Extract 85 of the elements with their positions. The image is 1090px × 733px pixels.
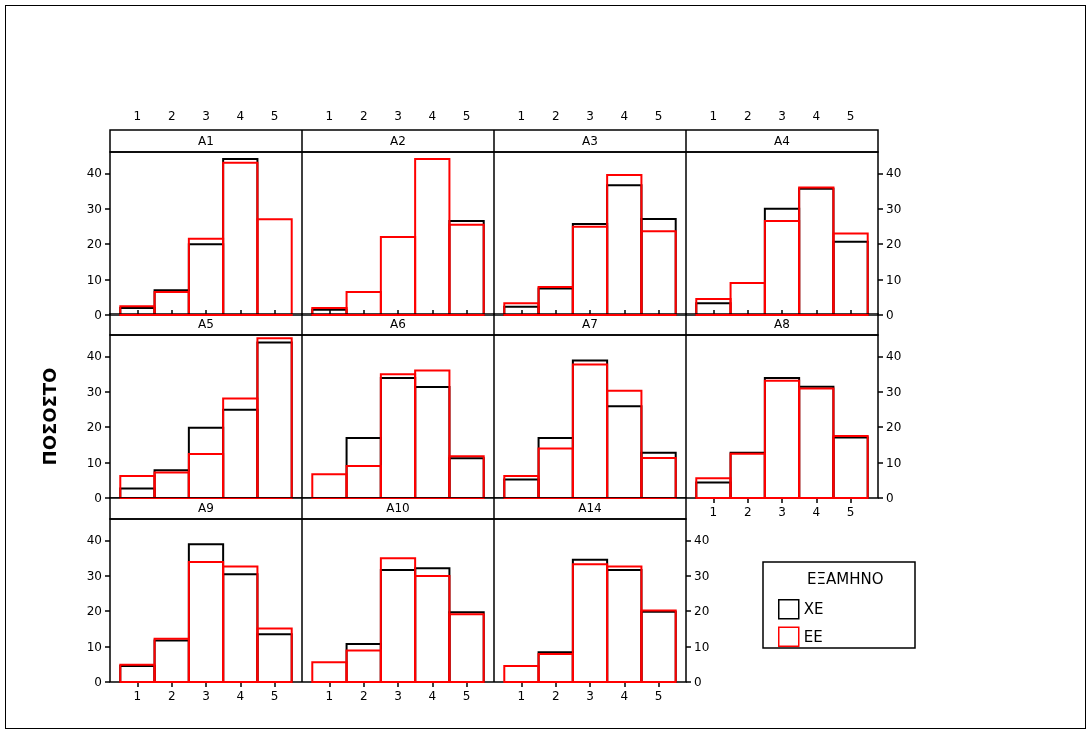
chart-title: A6 [390,317,406,331]
x-tick-label: 3 [778,505,786,519]
chart-title: A14 [578,501,602,515]
y-tick-label: 20 [86,237,102,252]
chart-title: A8 [774,317,790,331]
x-tick-label: 5 [270,689,279,703]
x-tick-label: 1 [325,109,334,123]
y-tick-label: 30 [886,384,902,399]
y-tick-label: 20 [86,604,102,619]
x-tick-label: 2 [167,109,176,123]
x-tick-label: 2 [167,689,176,703]
x-tick-label: 2 [551,689,560,703]
y-tick-label: 40 [886,166,902,181]
x-tick-label: 5 [462,689,471,703]
x-tick-label: 4 [620,689,629,703]
legend-title: ΕΞΑΜΗΝΟ [807,570,884,588]
x-tick-label: 5 [462,109,471,123]
x-tick-label: 5 [846,505,855,519]
x-tick-label: 2 [359,109,368,123]
x-tick-label: 3 [394,689,402,703]
y-tick-label: 40 [886,349,902,364]
y-tick-label: 40 [86,166,102,181]
y-tick-label: 0 [94,675,102,689]
y-tick-label: 10 [86,455,102,470]
y-tick-label: 40 [86,349,102,364]
y-tick-label: 30 [694,568,710,583]
x-tick-label: 5 [846,109,855,123]
y-tick-label: 10 [886,455,902,470]
y-tick-label: 40 [694,533,710,548]
y-tick-label: 10 [694,639,710,654]
x-tick-label: 4 [236,689,245,703]
y-tick-label: 10 [886,272,902,287]
x-tick-label: 1 [709,505,718,519]
x-tick-label: 2 [359,689,368,703]
y-tick-label: 0 [886,491,894,505]
x-tick-label: 1 [517,689,526,703]
y-tick-label: 30 [86,568,102,583]
x-tick-label: 4 [812,109,821,123]
y-tick-label: 10 [86,272,102,287]
legend-label: EE [803,627,823,646]
chart-title: A1 [198,134,214,148]
x-tick-label: 4 [428,689,437,703]
x-tick-label: 2 [743,109,752,123]
x-tick-label: 4 [236,109,245,123]
x-tick-label: 4 [428,109,437,123]
x-tick-label: 3 [586,109,594,123]
x-tick-label: 1 [517,109,526,123]
y-tick-label: 20 [694,604,710,619]
y-tick-label: 20 [886,237,902,252]
y-tick-label: 0 [694,675,702,689]
x-tick-label: 4 [812,505,821,519]
y-tick-label: 30 [86,384,102,399]
y-tick-label: 10 [86,639,102,654]
x-tick-label: 3 [778,109,786,123]
x-tick-label: 3 [586,689,594,703]
chart-title: A10 [386,501,410,515]
y-tick-label: 0 [94,308,102,322]
x-tick-label: 2 [551,109,560,123]
y-tick-label: 20 [886,420,902,435]
chart-title: A9 [198,501,214,515]
x-tick-label: 1 [133,689,142,703]
chart-title: A4 [774,134,790,148]
x-tick-label: 3 [202,689,210,703]
x-tick-label: 1 [133,109,142,123]
chart-title: A7 [582,317,598,331]
y-tick-label: 20 [86,420,102,435]
y-tick-label: 30 [886,201,902,216]
x-tick-label: 5 [654,109,663,123]
x-tick-label: 3 [202,109,210,123]
x-tick-label: 5 [654,689,663,703]
x-tick-label: 1 [325,689,334,703]
x-tick-label: 3 [394,109,402,123]
x-tick-label: 1 [709,109,718,123]
y-tick-label: 0 [94,491,102,505]
y-tick-label: 30 [86,201,102,216]
chart-title: A3 [582,134,598,148]
x-tick-label: 2 [743,505,752,519]
x-tick-label: 4 [620,109,629,123]
chart-title: A5 [198,317,214,331]
chart-title: A2 [390,134,406,148]
y-tick-label: 40 [86,533,102,548]
y-axis-title: ΠΟΣΟΣΤΟ [38,367,60,466]
legend-label: XE [803,600,824,619]
x-tick-label: 5 [270,109,279,123]
y-tick-label: 0 [886,308,894,322]
